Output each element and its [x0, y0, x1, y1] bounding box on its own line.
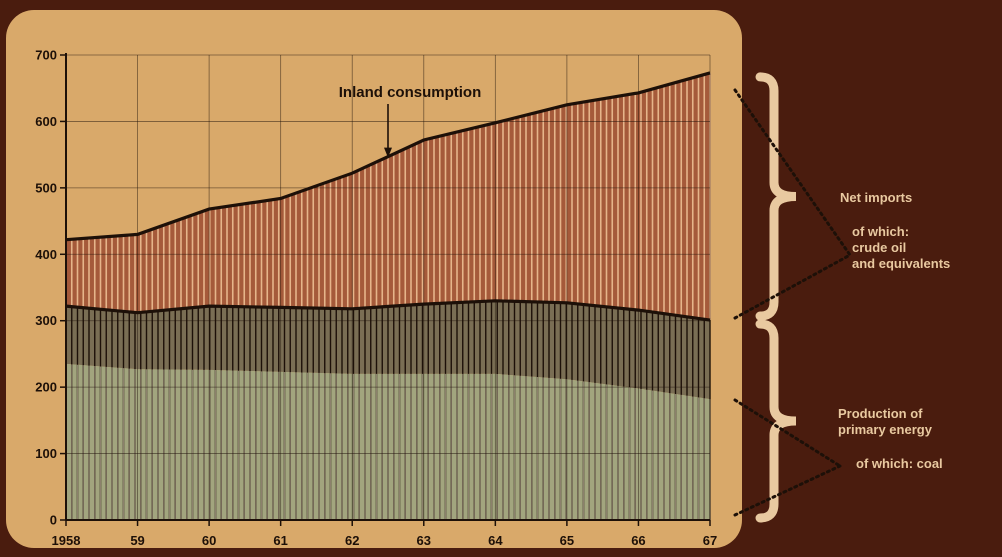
y-tick-label: 700 — [35, 48, 57, 63]
x-tick-label: 60 — [202, 533, 216, 548]
x-tick-label: 67 — [703, 533, 717, 548]
y-tick-label: 200 — [35, 380, 57, 395]
crude-oil-label: and equivalents — [852, 256, 950, 271]
x-tick-label: 63 — [417, 533, 431, 548]
y-tick-label: 100 — [35, 446, 57, 461]
production-brace — [755, 319, 797, 523]
coal-label: of which: coal — [856, 456, 943, 471]
y-tick-label: 500 — [35, 180, 57, 195]
x-tick-label: 65 — [560, 533, 574, 548]
x-tick-label: 66 — [631, 533, 645, 548]
production-label: Production of — [838, 406, 923, 421]
dotted-leader — [733, 88, 852, 257]
x-tick-label: 64 — [488, 533, 503, 548]
dotted-leader — [733, 464, 842, 517]
y-tick-label: 400 — [35, 247, 57, 262]
production-line — [65, 299, 711, 322]
y-tick-label: 600 — [35, 114, 57, 129]
net-imports-brace — [755, 72, 797, 321]
production-label: primary energy — [838, 422, 933, 437]
x-tick-label: 59 — [130, 533, 144, 548]
y-tick-label: 300 — [35, 313, 57, 328]
crude-oil-label: crude oil — [852, 240, 906, 255]
annotation-arrow-head — [384, 147, 392, 158]
dotted-leader — [733, 398, 842, 468]
y-tick-label: 0 — [50, 513, 57, 528]
x-tick-label: 61 — [273, 533, 287, 548]
x-tick-label: 1958 — [52, 533, 81, 548]
net-imports-label: Net imports — [840, 190, 912, 205]
inland-consumption-label: Inland consumption — [339, 84, 482, 101]
x-tick-label: 62 — [345, 533, 359, 548]
crude-oil-label: of which: — [852, 224, 909, 239]
dotted-leader — [733, 253, 852, 320]
